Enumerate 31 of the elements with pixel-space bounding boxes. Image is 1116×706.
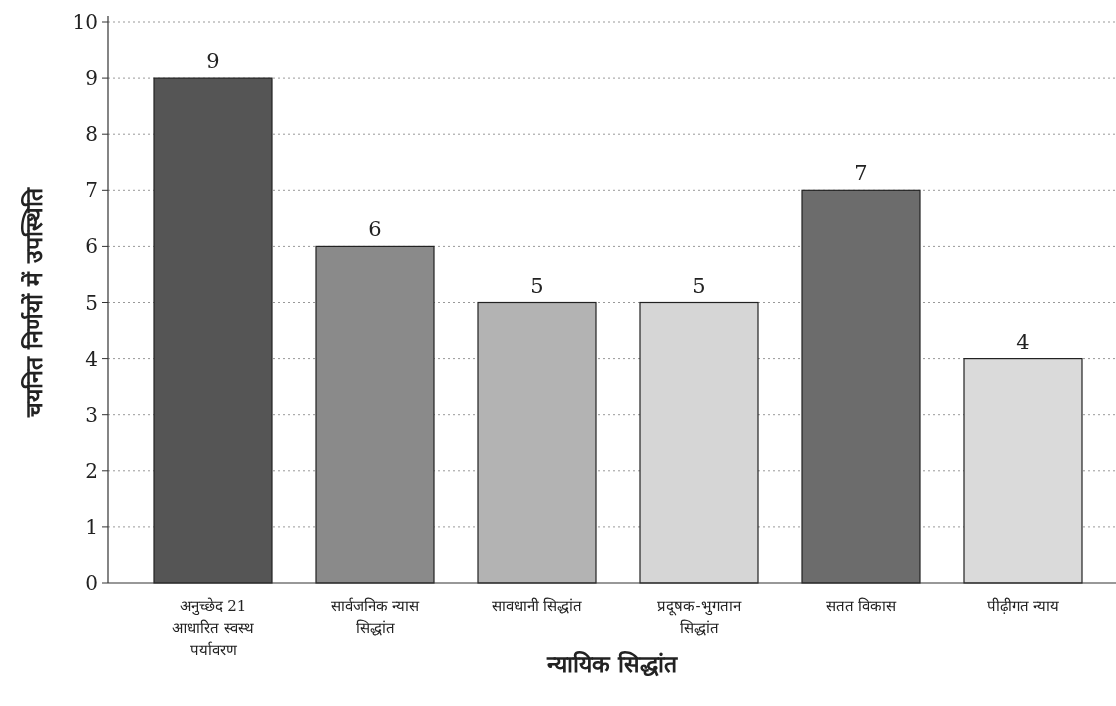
bar <box>315 245 435 584</box>
data-label: 4 <box>1016 329 1030 354</box>
bar <box>801 189 921 584</box>
y-tick-label: 8 <box>85 122 98 147</box>
y-tick-label: 1 <box>85 514 98 539</box>
x-tick-label: प्रदूषक-भुगतान सिद्धांत <box>657 597 742 637</box>
y-tick-label: 4 <box>85 346 98 371</box>
y-axis-title: चयनित निर्णयों में उपस्थिति <box>20 187 47 418</box>
y-tick-label: 10 <box>72 10 98 34</box>
y-tick-label: 6 <box>85 234 98 259</box>
x-tick-label: सार्वजनिक न्यास सिद्धांत <box>330 597 421 637</box>
x-tick-label: अनुच्छेद 21 आधारित स्वस्थ पर्यावरण <box>172 597 254 659</box>
bar <box>153 77 273 584</box>
bar <box>639 301 759 584</box>
data-label: 7 <box>854 161 868 186</box>
x-tick-label: सावधानी सिद्धांत <box>491 597 583 615</box>
data-label: 5 <box>692 273 706 298</box>
bar <box>963 358 1083 584</box>
data-label: 9 <box>206 49 220 74</box>
x-axis-title: न्यायिक सिद्धांत <box>545 650 678 677</box>
y-tick-label: 9 <box>85 66 98 91</box>
y-tick-label: 5 <box>85 290 98 315</box>
data-label: 6 <box>368 217 382 242</box>
x-tick-label: पीढ़ीगत न्याय <box>986 597 1060 615</box>
bar <box>477 301 597 584</box>
y-tick-label: 3 <box>85 402 98 427</box>
y-tick-label: 0 <box>85 571 98 595</box>
y-tick-label: 2 <box>85 458 98 483</box>
x-tick-label: सतत विकास <box>825 597 898 615</box>
data-label: 5 <box>530 273 544 298</box>
y-tick-label: 7 <box>85 178 98 203</box>
